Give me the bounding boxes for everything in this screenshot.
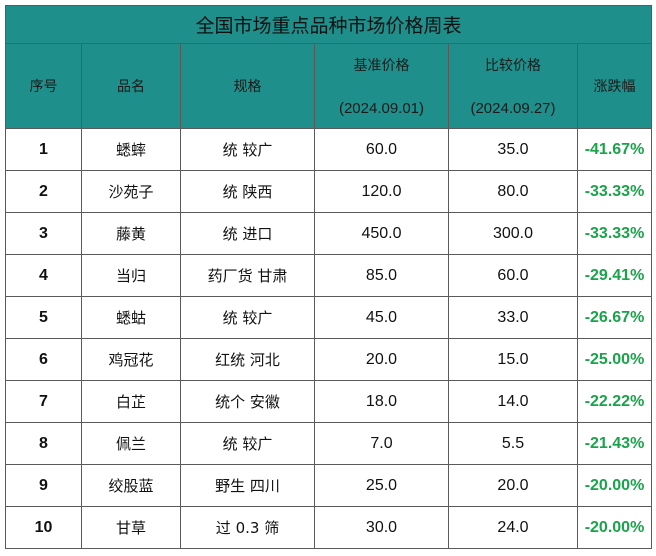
header-base-price: 基准价格 (2024.09.01) <box>314 43 449 129</box>
table-row: 10 甘草 过 0.3 筛 30.0 24.0 -20.00% <box>5 506 653 549</box>
cell-cmp: 300.0 <box>448 212 578 255</box>
cell-base: 18.0 <box>314 380 449 423</box>
table-body: 1 蟋蟀 统 较广 60.0 35.0 -41.67% 2 沙苑子 统 陕西 1… <box>5 128 653 549</box>
cell-base: 60.0 <box>314 128 449 171</box>
cell-cmp: 60.0 <box>448 254 578 297</box>
cell-change: -25.00% <box>576 338 653 381</box>
cell-cmp: 20.0 <box>448 464 578 507</box>
header-base-date: (2024.09.01) <box>338 100 425 117</box>
cell-no: 2 <box>5 170 82 213</box>
header-base-price-label: 基准价格 <box>353 58 410 74</box>
cell-cmp: 80.0 <box>448 170 578 213</box>
cell-name: 甘草 <box>81 506 181 549</box>
cell-no: 9 <box>5 464 82 507</box>
cell-change: -21.43% <box>576 422 653 465</box>
cell-cmp: 5.5 <box>448 422 578 465</box>
table-row: 4 当归 药厂货 甘肃 85.0 60.0 -29.41% <box>5 254 653 297</box>
cell-spec: 药厂货 甘肃 <box>180 254 315 297</box>
cell-spec: 统个 安徽 <box>180 380 315 423</box>
cell-no: 8 <box>5 422 82 465</box>
header-cmp-price: 比较价格 (2024.09.27) <box>448 43 578 129</box>
header-row: 序号 品名 规格 基准价格 (2024.09.01) 比较价格 (2024.09… <box>5 43 653 129</box>
cell-base: 45.0 <box>314 296 449 339</box>
cell-spec: 野生 四川 <box>180 464 315 507</box>
cell-no: 7 <box>5 380 82 423</box>
cell-change: -26.67% <box>576 296 653 339</box>
cell-cmp: 15.0 <box>448 338 578 381</box>
cell-base: 30.0 <box>314 506 449 549</box>
table-row: 9 绞股蓝 野生 四川 25.0 20.0 -20.00% <box>5 464 653 507</box>
header-cmp-date: (2024.09.27) <box>470 100 556 117</box>
header-cmp-price-label: 比较价格 <box>485 58 541 74</box>
table-row: 2 沙苑子 统 陕西 120.0 80.0 -33.33% <box>5 170 653 213</box>
table-title: 全国市场重点品种市场价格周表 <box>4 5 653 44</box>
cell-spec: 统 较广 <box>180 422 315 465</box>
cell-base: 7.0 <box>314 422 449 465</box>
header-name: 品名 <box>81 43 181 129</box>
cell-name: 佩兰 <box>81 422 181 465</box>
cell-change: -20.00% <box>576 464 653 507</box>
table-row: 6 鸡冠花 红统 河北 20.0 15.0 -25.00% <box>5 338 653 381</box>
cell-cmp: 14.0 <box>448 380 578 423</box>
price-table: 全国市场重点品种市场价格周表 序号 品名 规格 基准价格 (2024.09.01… <box>4 5 653 549</box>
cell-change: -33.33% <box>576 170 653 213</box>
cell-cmp: 33.0 <box>448 296 578 339</box>
header-spec: 规格 <box>180 43 315 129</box>
cell-cmp: 24.0 <box>448 506 578 549</box>
cell-no: 4 <box>5 254 82 297</box>
cell-no: 5 <box>5 296 82 339</box>
cell-change: -22.22% <box>576 380 653 423</box>
table-row: 7 白芷 统个 安徽 18.0 14.0 -22.22% <box>5 380 653 423</box>
cell-change: -20.00% <box>576 506 653 549</box>
cell-name: 沙苑子 <box>81 170 181 213</box>
cell-spec: 红统 河北 <box>180 338 315 381</box>
cell-no: 10 <box>5 506 82 549</box>
cell-no: 3 <box>5 212 82 255</box>
cell-spec: 统 较广 <box>180 296 315 339</box>
cell-name: 白芷 <box>81 380 181 423</box>
table-row: 8 佩兰 统 较广 7.0 5.5 -21.43% <box>5 422 653 465</box>
title-row: 全国市场重点品种市场价格周表 <box>4 5 653 44</box>
header-no: 序号 <box>5 43 82 129</box>
table-row: 1 蟋蟀 统 较广 60.0 35.0 -41.67% <box>5 128 653 171</box>
cell-base: 85.0 <box>314 254 449 297</box>
cell-change: -29.41% <box>576 254 653 297</box>
cell-spec: 统 陕西 <box>180 170 315 213</box>
cell-spec: 过 0.3 筛 <box>180 506 315 549</box>
cell-change: -33.33% <box>576 212 653 255</box>
cell-name: 蟋蛄 <box>81 296 181 339</box>
cell-change: -41.67% <box>576 128 653 171</box>
header-change: 涨跌幅 <box>576 43 653 129</box>
cell-cmp: 35.0 <box>448 128 578 171</box>
cell-spec: 统 较广 <box>180 128 315 171</box>
table-row: 3 藤黄 统 进口 450.0 300.0 -33.33% <box>5 212 653 255</box>
cell-base: 20.0 <box>314 338 449 381</box>
cell-no: 1 <box>5 128 82 171</box>
cell-base: 450.0 <box>314 212 449 255</box>
cell-name: 鸡冠花 <box>81 338 181 381</box>
cell-base: 25.0 <box>314 464 449 507</box>
cell-name: 蟋蟀 <box>81 128 181 171</box>
cell-name: 当归 <box>81 254 181 297</box>
cell-name: 绞股蓝 <box>81 464 181 507</box>
table-row: 5 蟋蛄 统 较广 45.0 33.0 -26.67% <box>5 296 653 339</box>
cell-base: 120.0 <box>314 170 449 213</box>
cell-name: 藤黄 <box>81 212 181 255</box>
cell-no: 6 <box>5 338 82 381</box>
cell-spec: 统 进口 <box>180 212 315 255</box>
price-table-container: 全国市场重点品种市场价格周表 序号 品名 规格 基准价格 (2024.09.01… <box>4 5 653 549</box>
